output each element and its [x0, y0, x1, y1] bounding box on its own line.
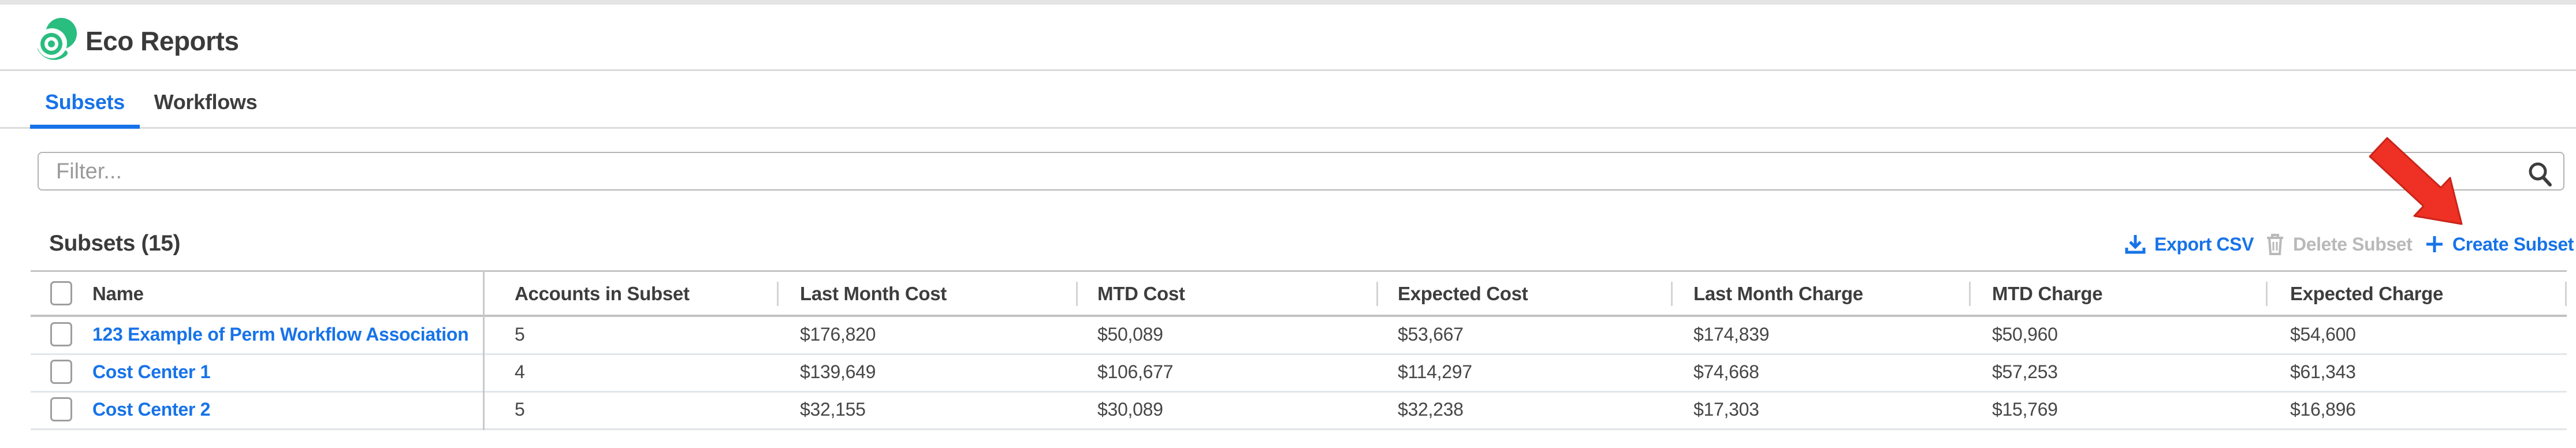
cell-mtd-cost: $50,089 [1097, 324, 1163, 345]
cell-expected-cost: $32,238 [1398, 399, 1464, 420]
select-all-checkbox[interactable] [50, 281, 72, 305]
plus-icon [2426, 236, 2443, 252]
table-header-border [31, 315, 2567, 317]
header-divider [0, 69, 2576, 71]
cell-last-month-charge: $17,303 [1693, 399, 1759, 420]
download-icon [2125, 235, 2146, 254]
cell-expected-charge: $54,600 [2290, 324, 2356, 345]
column-header-expected-cost[interactable]: Expected Cost [1398, 283, 1528, 304]
cell-expected-charge: $16,896 [2290, 399, 2356, 420]
column-divider [1969, 282, 1971, 306]
filter-input[interactable] [55, 154, 2483, 189]
cell-mtd-charge: $50,960 [1992, 324, 2058, 345]
column-header-accounts[interactable]: Accounts in Subset [515, 283, 690, 304]
filter-box [38, 152, 2564, 191]
subset-name-link[interactable]: Cost Center 2 [92, 399, 211, 420]
cell-mtd-charge: $15,769 [1992, 399, 2058, 420]
row-checkbox[interactable] [50, 360, 72, 384]
row-checkbox[interactable] [50, 322, 72, 346]
row-divider [31, 353, 2567, 355]
cell-mtd-cost: $106,677 [1097, 361, 1174, 382]
column-header-mtd-charge[interactable]: MTD Charge [1992, 283, 2103, 304]
name-column-divider [483, 270, 485, 430]
column-divider [1671, 282, 1673, 306]
column-header-last-month-cost[interactable]: Last Month Cost [800, 283, 947, 304]
create-subset-label: Create Subset [2452, 233, 2574, 255]
cell-accounts: 5 [515, 399, 525, 420]
tabs-bottom-border [0, 127, 2576, 129]
top-edge-strip [0, 0, 2576, 5]
eco-logo-icon [37, 18, 77, 60]
column-divider [2266, 282, 2268, 306]
delete-subset-button[interactable]: Delete Subset [2265, 230, 2413, 258]
cell-last-month-charge: $174,839 [1693, 324, 1770, 345]
cell-last-month-cost: $139,649 [800, 361, 876, 382]
column-divider [1376, 282, 1378, 306]
column-header-name[interactable]: Name [92, 283, 144, 304]
tab-subsets[interactable]: Subsets [45, 90, 125, 114]
subset-name-link[interactable]: 123 Example of Perm Workflow Association [92, 324, 469, 345]
cell-last-month-charge: $74,668 [1693, 361, 1759, 382]
column-divider [777, 282, 779, 306]
export-csv-label: Export CSV [2154, 233, 2254, 255]
trash-icon [2267, 234, 2283, 255]
cell-accounts: 5 [515, 324, 525, 345]
cell-last-month-cost: $176,820 [800, 324, 876, 345]
active-tab-underline [30, 125, 140, 129]
cell-last-month-cost: $32,155 [800, 399, 866, 420]
column-header-last-month-charge[interactable]: Last Month Charge [1693, 283, 1863, 304]
export-csv-button[interactable]: Export CSV [2124, 230, 2254, 258]
row-divider [31, 428, 2567, 430]
column-header-mtd-cost[interactable]: MTD Cost [1097, 283, 1185, 304]
cell-accounts: 4 [515, 361, 525, 382]
table-top-border [31, 270, 2567, 272]
delete-subset-label: Delete Subset [2293, 233, 2413, 255]
cell-expected-cost: $114,297 [1398, 361, 1472, 382]
column-divider [1076, 282, 1078, 306]
tab-workflows[interactable]: Workflows [154, 90, 258, 114]
page-title: Eco Reports [85, 26, 239, 56]
row-divider [31, 391, 2567, 393]
search-icon [2529, 162, 2552, 186]
cell-mtd-charge: $57,253 [1992, 361, 2058, 382]
create-subset-button[interactable]: Create Subset [2425, 230, 2574, 258]
subset-name-link[interactable]: Cost Center 1 [92, 361, 211, 382]
column-divider [2565, 282, 2567, 306]
cell-expected-cost: $53,667 [1398, 324, 1464, 345]
section-title: Subsets (15) [49, 231, 181, 256]
row-checkbox[interactable] [50, 397, 72, 421]
red-arrow-annotation-icon [2369, 137, 2463, 225]
cell-expected-charge: $61,343 [2290, 361, 2356, 382]
column-header-expected-charge[interactable]: Expected Charge [2290, 283, 2444, 304]
cell-mtd-cost: $30,089 [1097, 399, 1163, 420]
